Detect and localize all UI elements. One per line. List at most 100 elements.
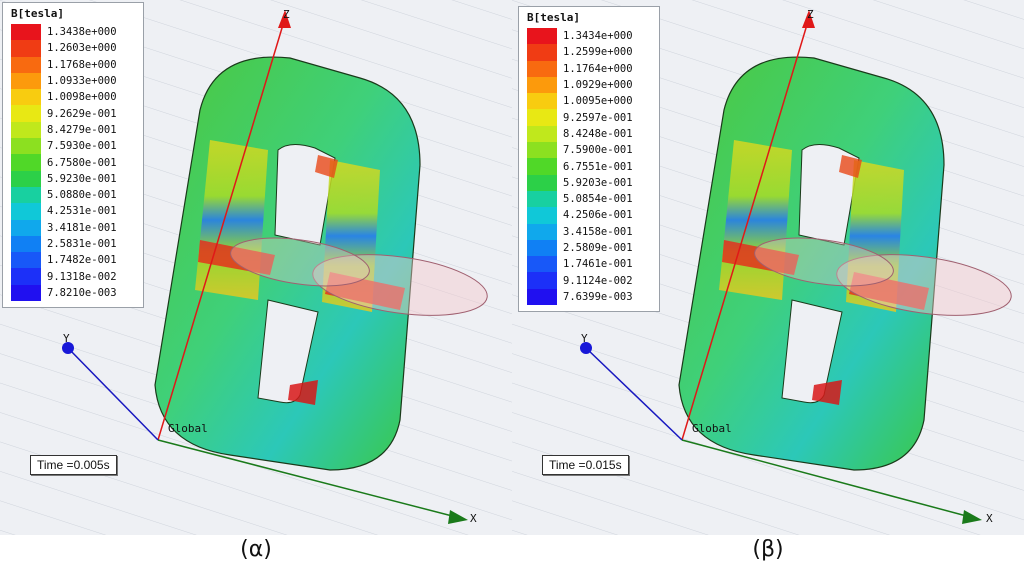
z-axis-arrow xyxy=(278,10,291,28)
legend-swatch xyxy=(11,154,41,171)
legend-value: 5.9230e-001 xyxy=(47,172,117,185)
legend-value: 6.7580e-001 xyxy=(47,156,117,169)
legend-row: 8.4248e-001 xyxy=(527,125,653,143)
legend-value: 1.0095e+000 xyxy=(563,95,633,108)
legend-value: 9.1318e-002 xyxy=(47,270,117,283)
legend-value: 1.3434e+000 xyxy=(563,30,633,43)
legend-swatch xyxy=(11,89,41,106)
legend-swatch xyxy=(11,170,41,187)
y-axis-arrow xyxy=(62,342,74,354)
y-axis xyxy=(585,347,683,441)
legend-swatch xyxy=(11,252,41,269)
legend-swatch xyxy=(11,284,41,302)
x-axis-label: X xyxy=(986,512,993,525)
scene-beta: Z X Y Global xyxy=(512,0,1024,535)
legend-row: 1.0098e+000 xyxy=(11,89,137,106)
legend-row: 5.9203e-001 xyxy=(527,174,653,191)
x-axis-arrow xyxy=(448,510,468,524)
legend-swatch xyxy=(527,158,557,175)
legend-swatch xyxy=(11,72,41,90)
legend-value: 1.0098e+000 xyxy=(47,91,117,104)
hotspot-left-gap xyxy=(198,240,275,275)
legend-value: 9.1124e-002 xyxy=(563,274,633,287)
legend-swatch xyxy=(527,223,557,240)
legend-row: 8.4279e-001 xyxy=(11,121,137,139)
legend-value: 3.4181e-001 xyxy=(47,221,117,234)
caption-beta: (β) xyxy=(752,537,784,562)
legend-swatch xyxy=(11,186,41,204)
legend-swatch xyxy=(11,121,41,139)
legend-row: 5.0854e-001 xyxy=(527,190,653,208)
legend-row: 1.3434e+000 xyxy=(527,28,653,45)
legend-row: 4.2531e-001 xyxy=(11,203,137,220)
origin-label: Global xyxy=(168,422,208,435)
legend-value: 1.7482e-001 xyxy=(47,254,117,267)
legend-row: 9.2597e-001 xyxy=(527,109,653,126)
legend-swatch xyxy=(527,76,557,94)
hotspot-right-gap xyxy=(849,272,929,310)
legend-row: 6.7580e-001 xyxy=(11,154,137,171)
legend-value: 4.2506e-001 xyxy=(563,209,633,222)
legend-swatch xyxy=(11,219,41,236)
legend-swatch xyxy=(527,239,557,257)
legend-value: 4.2531e-001 xyxy=(47,205,117,218)
hotspot-upper-corner xyxy=(839,155,862,178)
legend-row: 6.7551e-001 xyxy=(527,158,653,175)
legend-swatch xyxy=(527,207,557,224)
legend-value: 2.5831e-001 xyxy=(47,238,117,250)
z-axis-label: Z xyxy=(283,8,290,21)
x-axis-label: X xyxy=(470,512,477,525)
hotspot-right-gap xyxy=(325,272,405,310)
y-axis xyxy=(67,347,159,441)
legend-value: 1.0929e+000 xyxy=(563,79,633,92)
legend-row: 9.1318e-002 xyxy=(11,268,137,285)
z-axis xyxy=(681,17,810,441)
legend-title: B[tesla] xyxy=(527,11,580,24)
legend-swatch xyxy=(527,288,557,306)
legend-swatch xyxy=(11,235,41,253)
scene-alpha: Z X Y Global xyxy=(0,0,512,535)
z-axis xyxy=(157,17,286,441)
hotspot-lower-corner xyxy=(812,380,842,405)
legend-alpha: B[tesla] 1.3438e+000 1.2603e+000 1.1768e+0… xyxy=(2,2,144,309)
hotspot-left-gap xyxy=(722,240,799,275)
coil-disc-inner xyxy=(754,237,894,287)
legend-value: 7.5930e-001 xyxy=(47,140,117,153)
legend-value: 1.7461e-001 xyxy=(563,258,633,271)
legend-swatch xyxy=(11,105,41,122)
legend-row: 3.4181e-001 xyxy=(11,219,137,236)
y-axis-arrow xyxy=(580,342,592,354)
z-axis-label: Z xyxy=(807,8,814,21)
legend-row: 7.5930e-001 xyxy=(11,138,137,155)
z-axis-arrow xyxy=(802,10,815,28)
legend-swatch xyxy=(527,125,557,143)
legend-value: 6.7551e-001 xyxy=(563,160,633,173)
legend-row: 3.4158e-001 xyxy=(527,223,653,240)
panel-beta: Z X Y Global B[tesla] 1.3434e+000 1.2599e… xyxy=(512,0,1024,535)
legend-value: 9.2629e-001 xyxy=(47,107,117,120)
legend-row: 1.2603e+000 xyxy=(11,40,137,57)
panel-alpha: Z X Y Global B[tesla] 1.3438e+000 1.2603e… xyxy=(0,0,512,535)
origin-label: Global xyxy=(692,422,732,435)
legend-value: 2.5809e-001 xyxy=(563,242,633,254)
legend-row: 1.3438e+000 xyxy=(11,24,137,41)
coil-disc xyxy=(312,254,488,316)
legend-swatch xyxy=(527,44,557,61)
legend-beta: B[tesla] 1.3434e+000 1.2599e+000 1.1764e+0… xyxy=(518,6,660,313)
legend-value: 7.8210e-003 xyxy=(47,286,117,299)
legend-swatch xyxy=(527,174,557,191)
legend-row: 7.8210e-003 xyxy=(11,284,137,302)
legend-value: 9.2597e-001 xyxy=(563,111,633,124)
legend-row: 5.9230e-001 xyxy=(11,170,137,187)
y-axis-label: Y xyxy=(581,332,588,345)
time-label-alpha: Time =0.005s xyxy=(30,455,117,475)
legend-value: 3.4158e-001 xyxy=(563,225,633,238)
legend-value: 5.9203e-001 xyxy=(563,176,633,189)
legend-swatch xyxy=(11,40,41,57)
coil-disc-inner xyxy=(230,237,370,287)
legend-value: 8.4279e-001 xyxy=(47,123,117,136)
legend-swatch xyxy=(527,60,557,77)
legend-row: 4.2506e-001 xyxy=(527,207,653,224)
legend-swatch xyxy=(11,138,41,155)
legend-swatch xyxy=(11,203,41,220)
